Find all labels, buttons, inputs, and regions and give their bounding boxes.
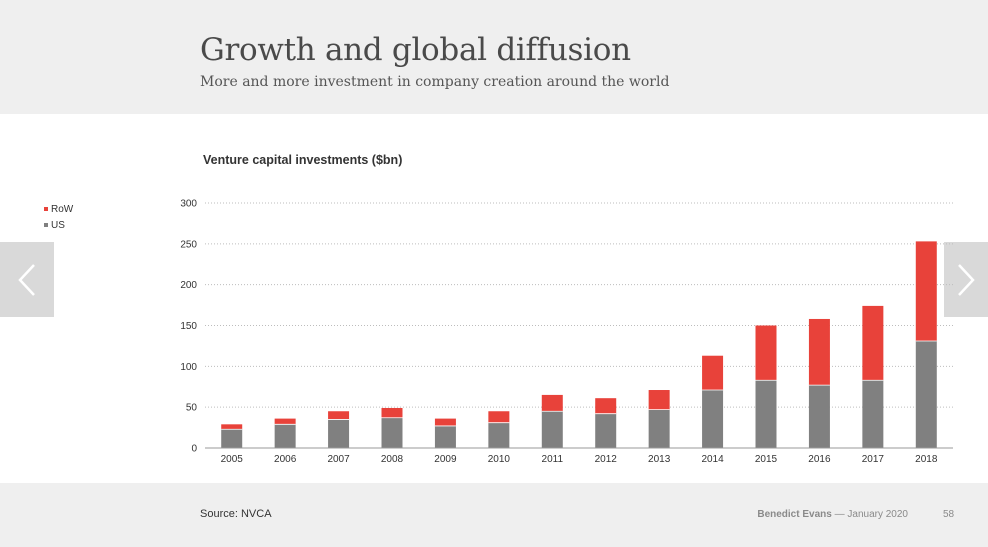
bar-row-2009 [434, 418, 456, 426]
chart-title: Venture capital investments ($bn) [203, 153, 403, 167]
bar-us-2012 [595, 413, 617, 448]
bar-row-2015 [755, 325, 777, 381]
bar-us-2015 [755, 380, 777, 448]
y-tick-label-50: 50 [186, 403, 198, 414]
x-tick-label-2018: 2018 [915, 454, 938, 465]
bar-us-2011 [541, 411, 563, 448]
legend-item-us: US [44, 217, 73, 233]
bar-us-2018 [915, 341, 937, 448]
legend-item-row: RoW [44, 201, 73, 217]
bar-us-2016 [808, 385, 830, 448]
x-tick-label-2008: 2008 [381, 454, 404, 465]
chart-legend: RoW US [44, 201, 73, 233]
bar-us-2010 [488, 422, 510, 448]
y-tick-label-150: 150 [180, 321, 197, 332]
bar-row-2008 [381, 407, 403, 418]
chevron-right-icon [958, 263, 975, 296]
footer-band [0, 483, 988, 547]
legend-swatch-row [44, 207, 48, 211]
x-tick-label-2015: 2015 [755, 454, 778, 465]
x-tick-label-2017: 2017 [862, 454, 885, 465]
bar-us-2005 [221, 429, 243, 448]
legend-swatch-us [44, 223, 48, 227]
page-number: 58 [943, 509, 955, 520]
bar-row-2011 [541, 394, 563, 412]
y-tick-label-0: 0 [191, 444, 197, 455]
x-tick-label-2012: 2012 [595, 454, 618, 465]
y-tick-label-250: 250 [180, 239, 197, 250]
x-tick-label-2011: 2011 [542, 454, 564, 465]
presentation-date: — January 2020 [834, 509, 908, 520]
next-slide-button[interactable] [944, 242, 988, 317]
bar-row-2016 [808, 318, 830, 386]
bar-row-2017 [862, 305, 884, 381]
header-band [0, 0, 988, 114]
slide-title: Growth and global diffusion [200, 32, 631, 68]
x-tick-label-2013: 2013 [648, 454, 671, 465]
bar-row-2007 [328, 411, 350, 420]
legend-label-us: US [51, 219, 65, 231]
bar-row-2018 [915, 241, 937, 342]
chevron-left-icon [18, 263, 35, 296]
author-name: Benedict Evans [757, 509, 832, 520]
bar-row-2014 [702, 355, 724, 391]
x-tick-label-2005: 2005 [221, 454, 244, 465]
bar-row-2006 [274, 418, 296, 425]
x-tick-label-2006: 2006 [274, 454, 297, 465]
bar-us-2014 [702, 390, 724, 448]
bar-us-2006 [274, 424, 296, 448]
y-tick-label-300: 300 [180, 199, 197, 210]
credit: Benedict Evans — January 2020 [757, 509, 908, 520]
x-tick-label-2009: 2009 [434, 454, 457, 465]
bar-us-2007 [328, 419, 350, 448]
bar-row-2012 [595, 398, 617, 414]
bar-row-2010 [488, 411, 510, 423]
bar-us-2013 [648, 409, 670, 448]
bar-us-2009 [434, 425, 456, 448]
y-tick-label-200: 200 [180, 280, 197, 291]
x-tick-label-2007: 2007 [327, 454, 350, 465]
bar-row-2013 [648, 390, 670, 410]
x-tick-label-2016: 2016 [808, 454, 831, 465]
x-tick-label-2010: 2010 [488, 454, 511, 465]
x-tick-label-2014: 2014 [701, 454, 724, 465]
previous-slide-button[interactable] [0, 242, 54, 317]
slide-subtitle: More and more investment in company crea… [200, 74, 670, 90]
bar-us-2008 [381, 417, 403, 448]
bar-row-2005 [221, 424, 243, 430]
y-tick-label-100: 100 [180, 362, 197, 373]
bar-us-2017 [862, 380, 884, 448]
legend-label-row: RoW [51, 203, 74, 215]
source-note: Source: NVCA [200, 508, 272, 520]
